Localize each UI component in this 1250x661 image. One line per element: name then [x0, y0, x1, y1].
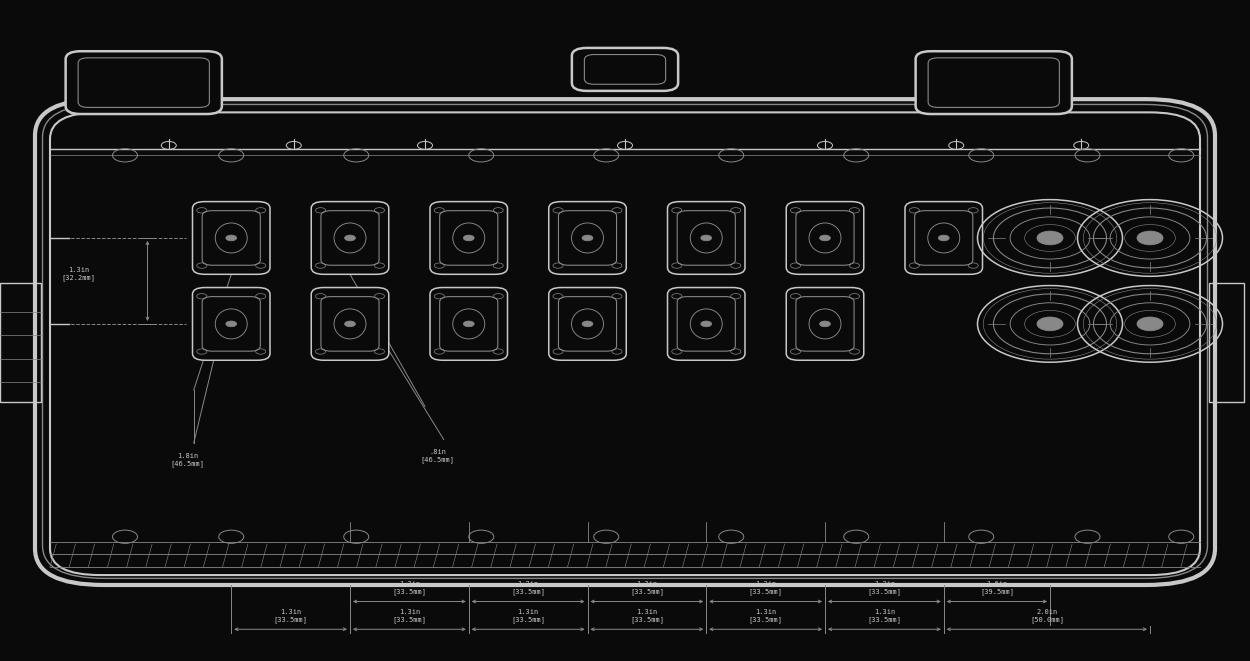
- Text: 2.0in
[50.0mm]: 2.0in [50.0mm]: [1030, 609, 1064, 623]
- Circle shape: [701, 321, 711, 327]
- Circle shape: [701, 235, 711, 241]
- Text: 1.3in
[33.5mm]: 1.3in [33.5mm]: [392, 609, 426, 623]
- Circle shape: [464, 321, 474, 327]
- Text: 1.3in
[33.5mm]: 1.3in [33.5mm]: [630, 581, 664, 595]
- Text: 1.3in
[33.5mm]: 1.3in [33.5mm]: [392, 581, 426, 595]
- Circle shape: [226, 235, 236, 241]
- Bar: [1209, 283, 1244, 401]
- FancyBboxPatch shape: [549, 288, 626, 360]
- Text: .8in
[46.5mm]: .8in [46.5mm]: [420, 449, 455, 463]
- FancyBboxPatch shape: [905, 202, 983, 274]
- Text: 1.3in
[33.5mm]: 1.3in [33.5mm]: [511, 581, 545, 595]
- Circle shape: [1138, 317, 1162, 330]
- Text: 1.3in
[32.2mm]: 1.3in [32.2mm]: [61, 268, 96, 281]
- FancyBboxPatch shape: [192, 288, 270, 360]
- Circle shape: [1138, 231, 1162, 245]
- Bar: [0, 283, 41, 401]
- Circle shape: [226, 321, 236, 327]
- Text: 1.3in
[33.5mm]: 1.3in [33.5mm]: [511, 609, 545, 623]
- Text: 1.3in
[33.5mm]: 1.3in [33.5mm]: [867, 581, 901, 595]
- Text: 1.3in
[33.5mm]: 1.3in [33.5mm]: [630, 609, 664, 623]
- Text: 1.6in
[39.5mm]: 1.6in [39.5mm]: [980, 581, 1014, 595]
- Circle shape: [464, 235, 474, 241]
- FancyBboxPatch shape: [192, 202, 270, 274]
- FancyBboxPatch shape: [311, 288, 389, 360]
- Text: 1.3in
[33.5mm]: 1.3in [33.5mm]: [867, 609, 901, 623]
- FancyBboxPatch shape: [786, 288, 864, 360]
- FancyBboxPatch shape: [430, 202, 508, 274]
- Circle shape: [582, 321, 592, 327]
- FancyBboxPatch shape: [35, 99, 1215, 585]
- Circle shape: [939, 235, 949, 241]
- FancyBboxPatch shape: [549, 202, 626, 274]
- FancyBboxPatch shape: [572, 48, 678, 91]
- FancyBboxPatch shape: [786, 202, 864, 274]
- FancyBboxPatch shape: [668, 202, 745, 274]
- Circle shape: [820, 321, 830, 327]
- FancyBboxPatch shape: [430, 288, 508, 360]
- FancyBboxPatch shape: [915, 51, 1072, 114]
- Circle shape: [820, 235, 830, 241]
- FancyBboxPatch shape: [311, 202, 389, 274]
- Text: 1.3in
[33.5mm]: 1.3in [33.5mm]: [274, 609, 308, 623]
- Circle shape: [1038, 317, 1062, 330]
- Text: 1.3in
[33.5mm]: 1.3in [33.5mm]: [749, 609, 782, 623]
- Text: 1.3in
[33.5mm]: 1.3in [33.5mm]: [749, 581, 782, 595]
- Circle shape: [345, 235, 355, 241]
- Circle shape: [582, 235, 592, 241]
- Circle shape: [1038, 231, 1062, 245]
- Circle shape: [345, 321, 355, 327]
- Text: 1.8in
[46.5mm]: 1.8in [46.5mm]: [170, 453, 205, 467]
- FancyBboxPatch shape: [668, 288, 745, 360]
- FancyBboxPatch shape: [66, 51, 222, 114]
